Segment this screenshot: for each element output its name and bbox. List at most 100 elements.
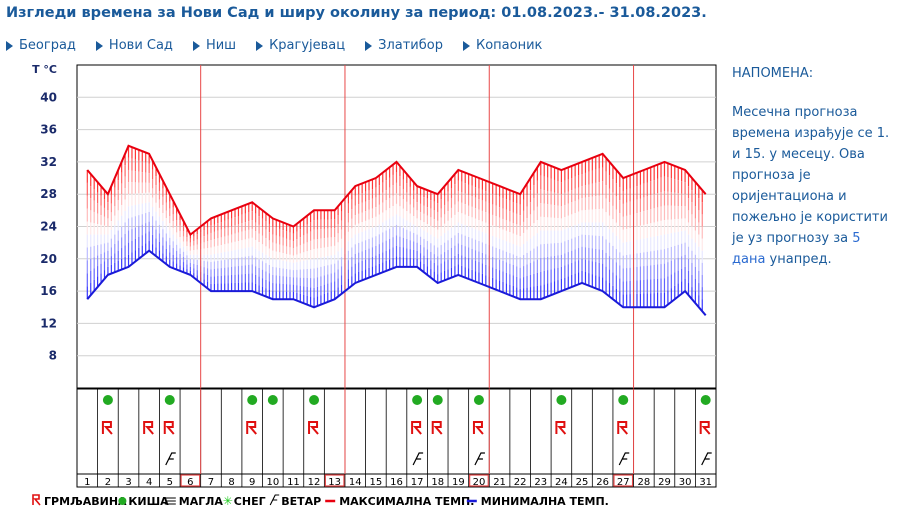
wind-icon — [474, 452, 485, 466]
legend-max: МАКСИМАЛНА ТЕМП. — [339, 495, 474, 508]
nav-label: Копаоник — [475, 38, 543, 53]
city-nav: Београд Нови Сад Ниш Крагујевац Златибор… — [6, 38, 562, 53]
wind-icon — [701, 452, 712, 466]
rain-icon — [700, 395, 711, 405]
arrow-right-icon — [192, 40, 200, 51]
day-label: 30 — [679, 477, 692, 488]
day-label: 28 — [637, 477, 650, 488]
day-highlight — [469, 474, 489, 487]
thunder-icon — [246, 421, 257, 435]
day-label: 17 — [411, 477, 424, 488]
day-label: 4 — [146, 477, 152, 488]
day-label: 16 — [390, 477, 403, 488]
nav-label: Београд — [19, 38, 76, 53]
rain-icon — [164, 395, 175, 405]
rain-icon — [432, 395, 443, 405]
y-tick-label: 36 — [40, 123, 57, 137]
day-label: 20 — [473, 477, 486, 488]
thunder-icon — [555, 421, 567, 435]
page-title: Изгледи времена за Нови Сад и ширу околи… — [6, 5, 707, 21]
wind-legend-icon — [269, 494, 280, 506]
five-day-forecast-link[interactable]: 5 дана — [732, 231, 861, 267]
note-panel: НАПОМЕНА: Месечна прогноза времена израђ… — [732, 63, 892, 270]
nav-item-beograd[interactable]: Београд — [6, 38, 76, 53]
day-label: 25 — [576, 477, 589, 488]
rain-icon — [473, 395, 484, 405]
day-label: 15 — [370, 477, 383, 488]
day-label: 9 — [249, 477, 255, 488]
thunder-icon — [143, 421, 154, 435]
day-label: 8 — [228, 477, 234, 488]
day-highlight — [324, 474, 345, 487]
day-label: 27 — [617, 477, 630, 488]
nav-label: Ниш — [205, 38, 237, 53]
day-label: 24 — [555, 477, 568, 488]
note-text: Месечна прогноза времена израђује се 1. … — [732, 102, 892, 270]
arrow-right-icon — [462, 40, 470, 51]
legend-snow: СНЕГ — [234, 495, 266, 508]
y-tick-label: 32 — [40, 155, 57, 169]
y-tick-label: 20 — [40, 252, 57, 266]
day-highlight — [180, 474, 201, 487]
rain-icon — [412, 395, 423, 405]
day-label: 23 — [534, 477, 547, 488]
thunder-legend-icon — [32, 494, 41, 506]
thunder-icon — [699, 421, 711, 435]
rain-icon — [618, 395, 629, 405]
thunder-icon — [411, 421, 422, 435]
weather-panel — [76, 388, 717, 488]
rain-icon — [556, 395, 567, 405]
arrow-right-icon — [95, 40, 103, 51]
day-label: 14 — [349, 477, 362, 488]
nav-item-kopaonik[interactable]: Копаоник — [462, 38, 543, 53]
thunder-icon — [617, 421, 629, 435]
day-label: 21 — [493, 477, 506, 488]
nav-label: Златибор — [378, 38, 443, 53]
nav-item-novi-sad[interactable]: Нови Сад — [95, 38, 173, 53]
nav-label: Нови Сад — [108, 38, 173, 53]
note-title: НАПОМЕНА: — [732, 66, 814, 81]
y-tick-label: 24 — [40, 220, 57, 234]
y-tick-label: 8 — [49, 349, 57, 363]
day-label: 13 — [328, 477, 341, 488]
day-label: 7 — [208, 477, 214, 488]
arrow-right-icon — [365, 40, 373, 51]
rain-icon — [267, 395, 278, 405]
legend-wind: ВЕТАР — [281, 495, 321, 508]
rain-legend-icon — [118, 497, 127, 505]
day-label: 18 — [431, 477, 444, 488]
day-label: 22 — [514, 477, 527, 488]
rain-icon — [309, 395, 320, 405]
wind-icon — [618, 452, 630, 466]
legend-fog: МАГЛА — [179, 495, 224, 508]
thunder-icon — [472, 421, 484, 435]
arrow-right-icon — [256, 40, 264, 51]
day-label: 10 — [266, 477, 279, 488]
min-temp-line — [86, 249, 707, 316]
nav-label: Крагујевац — [269, 38, 346, 53]
day-label: 5 — [167, 477, 173, 488]
day-label: 1 — [84, 477, 90, 488]
nav-item-zlatibor[interactable]: Златибор — [365, 38, 443, 53]
y-tick-label: 28 — [40, 187, 57, 201]
day-label: 3 — [125, 477, 131, 488]
day-label: 11 — [287, 477, 300, 488]
nav-item-nis[interactable]: Ниш — [192, 38, 237, 53]
note-text-before: Месечна прогноза времена израђује се 1. … — [732, 105, 890, 246]
day-label: 12 — [308, 477, 321, 488]
legend-rain: КИША — [128, 495, 169, 508]
y-tick-label: 12 — [40, 316, 57, 330]
day-label: 2 — [105, 477, 111, 488]
thunder-icon — [431, 421, 443, 435]
thunder-icon — [101, 421, 113, 435]
y-tick-label: 40 — [40, 90, 57, 104]
legend-min: МИНИМАЛНА ТЕМП. — [481, 495, 609, 508]
wind-icon — [165, 452, 176, 466]
temperature-band — [86, 145, 703, 312]
note-text-after: унапред. — [765, 252, 832, 267]
day-label: 29 — [658, 477, 671, 488]
nav-item-kragujevac[interactable]: Крагујевац — [256, 38, 345, 53]
legend-thunder: ГРМЉАВИНА — [44, 495, 127, 508]
day-label: 6 — [187, 477, 193, 488]
